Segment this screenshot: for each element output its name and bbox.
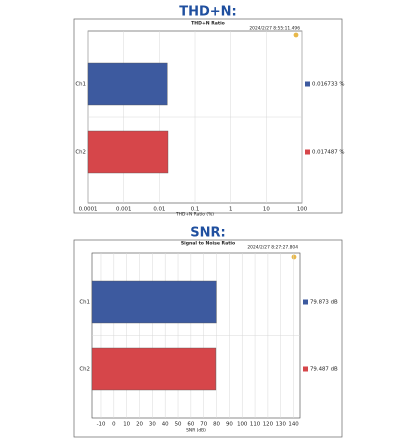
- value-label: 79.487 dB: [310, 367, 338, 373]
- value-label: 79.873 dB: [310, 300, 338, 306]
- x-tick-label: 20: [136, 422, 143, 428]
- x-tick-label: 10: [263, 207, 270, 213]
- category-label: Ch2: [79, 367, 90, 373]
- x-tick-label: 140: [288, 422, 299, 428]
- x-tick-label: 70: [200, 422, 207, 428]
- x-tick-label: -10: [97, 422, 106, 428]
- section-heading: THD+N:: [179, 5, 237, 20]
- x-axis-label: SNR (dB): [186, 428, 206, 434]
- section-heading: SNR:: [190, 226, 225, 241]
- x-tick-label: 50: [175, 422, 182, 428]
- x-tick-label: 0: [112, 422, 116, 428]
- legend-swatch: [303, 366, 308, 372]
- logo: [293, 32, 299, 38]
- timestamp: 2024/2/27 8:27:27.804: [247, 245, 298, 251]
- category-label: Ch2: [75, 150, 86, 156]
- x-tick-label: 60: [187, 422, 194, 428]
- x-tick-label: 100: [237, 422, 248, 428]
- legend-swatch: [303, 299, 308, 305]
- x-tick-label: 110: [250, 422, 261, 428]
- x-tick-label: 100: [297, 207, 308, 213]
- legend-swatch: [305, 81, 310, 87]
- bar: [91, 280, 217, 324]
- value-label: 0.016733 %: [312, 82, 345, 88]
- x-tick-label: 30: [149, 422, 156, 428]
- x-tick-label: 130: [276, 422, 287, 428]
- x-tick-label: 0.001: [116, 207, 131, 213]
- x-tick-label: 40: [162, 422, 169, 428]
- bar: [87, 130, 169, 174]
- category-label: Ch1: [75, 82, 86, 88]
- value-label: 0.017487 %: [312, 150, 345, 156]
- timestamp: 2024/2/27 8:55:11.496: [249, 26, 300, 32]
- logo: [291, 254, 297, 260]
- x-tick-label: 0.1: [191, 207, 200, 213]
- x-tick-label: 90: [226, 422, 233, 428]
- x-axis-label: THD+N Ratio (%): [175, 212, 214, 218]
- x-tick-label: 0.01: [153, 207, 165, 213]
- x-tick-label: 10: [123, 422, 130, 428]
- bar: [91, 347, 217, 391]
- bar: [87, 62, 168, 106]
- x-tick-label: 80: [213, 422, 220, 428]
- x-tick-label: 0.0001: [79, 207, 98, 213]
- chart-title: THD+N Ratio: [191, 21, 225, 27]
- x-tick-label: 120: [263, 422, 274, 428]
- category-label: Ch1: [79, 300, 90, 306]
- chart-title: Signal to Noise Ratio: [181, 241, 235, 247]
- legend-swatch: [305, 149, 310, 155]
- x-tick-label: 1: [229, 207, 232, 213]
